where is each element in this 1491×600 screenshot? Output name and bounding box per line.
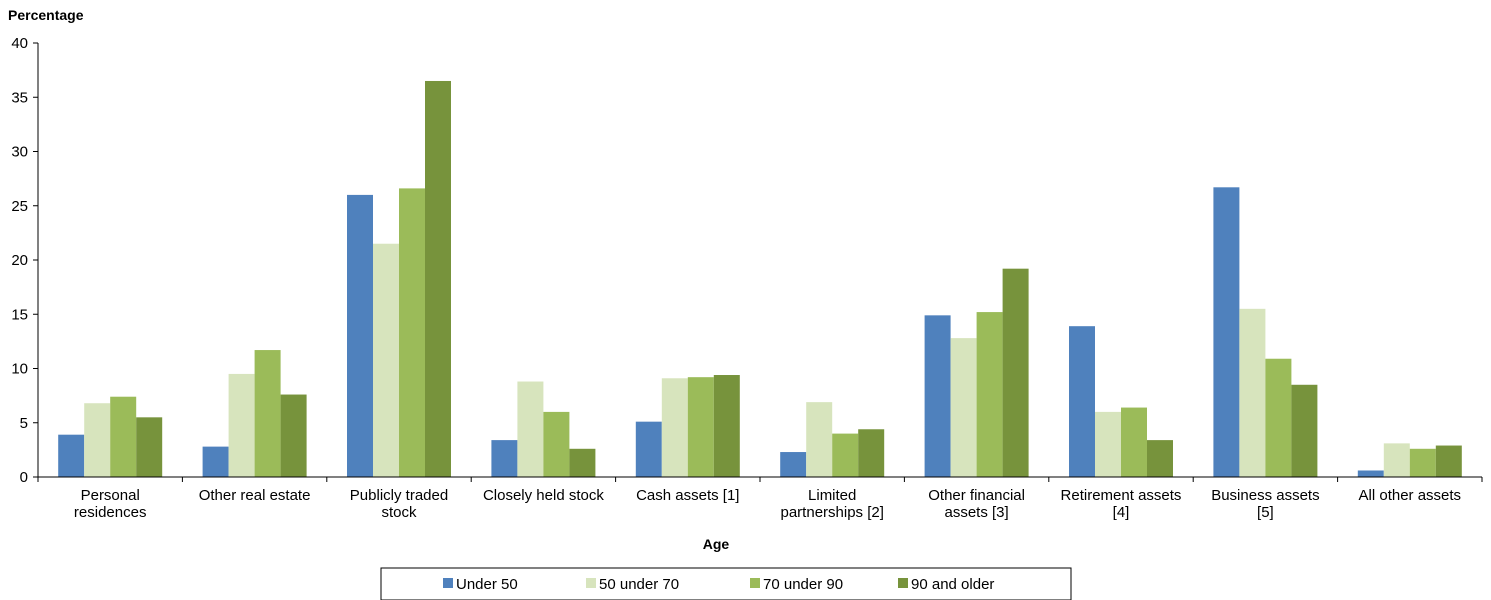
x-category-label: [4] <box>1113 504 1130 521</box>
bar-under-50 <box>202 446 229 477</box>
legend-label: 50 under 70 <box>599 576 679 593</box>
bar-under-50 <box>347 194 373 477</box>
bar-90-and-older <box>1291 384 1318 477</box>
bar-50-under-70 <box>1095 411 1121 477</box>
y-axis: 0 5 10 15 20 25 30 35 40 <box>11 35 39 486</box>
legend-swatch <box>750 578 760 588</box>
bar-50-under-70 <box>228 373 255 477</box>
bar-70-under-90 <box>1121 407 1147 477</box>
bar-50-under-70 <box>517 381 544 477</box>
bar-90-and-older <box>1435 445 1462 477</box>
bar-70-under-90 <box>687 377 714 477</box>
bar-70-under-90 <box>110 396 137 477</box>
bar-50-under-70 <box>1383 443 1410 477</box>
legend-label: Under 50 <box>456 576 518 593</box>
bar-under-50 <box>924 315 951 477</box>
legend: Under 50 50 under 70 70 under 90 90 and old… <box>380 567 1072 600</box>
x-category-label: stock <box>381 504 417 521</box>
x-category-label: Other real estate <box>199 487 311 504</box>
bar-under-50 <box>780 452 807 477</box>
y-tick-label: 0 <box>20 469 28 486</box>
bar-under-50 <box>1069 326 1095 477</box>
bar-70-under-90 <box>1409 448 1436 477</box>
bar-90-and-older <box>858 429 885 477</box>
bar-under-50 <box>635 421 662 477</box>
bar-50-under-70 <box>950 338 977 477</box>
x-category-label: All other assets <box>1359 487 1462 504</box>
bar-under-50 <box>58 434 85 477</box>
bar-70-under-90 <box>832 433 859 477</box>
bar-50-under-70 <box>806 402 833 477</box>
x-category-label: Limited <box>808 487 856 504</box>
bar-90-and-older <box>569 448 596 477</box>
y-tick-label: 30 <box>11 144 28 161</box>
y-tick-label: 35 <box>11 89 28 106</box>
legend-box <box>380 567 1072 600</box>
bar-90-and-older <box>1002 268 1029 477</box>
bar-70-under-90 <box>976 312 1003 477</box>
bar-70-under-90 <box>543 411 570 477</box>
bar-under-50 <box>491 440 518 477</box>
bar-50-under-70 <box>1239 308 1266 477</box>
bar-50-under-70 <box>373 243 399 477</box>
y-axis-title: Percentage <box>8 7 84 23</box>
legend-label: 90 and older <box>911 576 994 593</box>
bar-under-50 <box>1213 187 1240 477</box>
x-axis-title: Age <box>703 536 730 552</box>
x-category-label: Closely held stock <box>483 487 604 504</box>
bar-50-under-70 <box>661 378 688 477</box>
legend-label: 70 under 90 <box>763 576 843 593</box>
y-tick-label: 40 <box>11 35 28 52</box>
x-category-label: Other financial <box>928 487 1025 504</box>
legend-swatch <box>898 578 908 588</box>
bar-70-under-90 <box>1265 358 1292 477</box>
bar-under-50 <box>1357 470 1384 477</box>
x-category-label: Cash assets [1] <box>636 487 739 504</box>
bar-50-under-70 <box>84 403 111 477</box>
y-tick-label: 25 <box>11 198 28 215</box>
bars-layer <box>58 80 1462 477</box>
y-tick-label: 20 <box>11 252 28 269</box>
legend-swatch <box>586 578 596 588</box>
bar-90-and-older <box>1147 440 1173 477</box>
bar-70-under-90 <box>254 350 281 477</box>
y-tick-label: 10 <box>11 361 28 378</box>
x-category-label: residences <box>74 504 147 521</box>
x-category-label: assets [3] <box>944 504 1008 521</box>
bar-90-and-older <box>136 417 163 477</box>
bar-90-and-older <box>713 375 740 477</box>
x-category-label: Publicly traded <box>350 487 448 504</box>
x-category-label: Retirement assets <box>1061 487 1182 504</box>
bar-90-and-older <box>280 394 307 477</box>
y-tick-label: 15 <box>11 306 28 323</box>
bar-70-under-90 <box>399 188 425 477</box>
x-category-label: [5] <box>1257 504 1274 521</box>
y-tick-label: 5 <box>20 415 28 432</box>
bar-90-and-older <box>425 80 451 477</box>
legend-swatch <box>443 578 453 588</box>
x-category-label: Personal <box>81 487 140 504</box>
x-category-label: Business assets <box>1211 487 1319 504</box>
x-category-label: partnerships [2] <box>781 504 884 521</box>
